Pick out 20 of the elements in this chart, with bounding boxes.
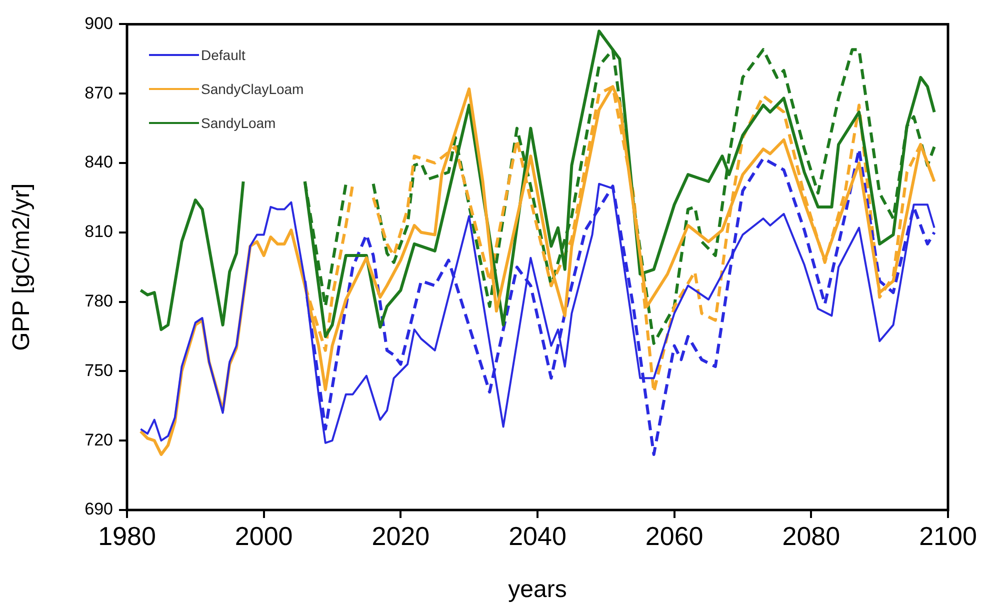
y-tick-label: 840 xyxy=(84,152,113,172)
y-tick-label: 810 xyxy=(84,222,113,242)
legend-label: Default xyxy=(201,47,246,64)
x-tick-label: 2020 xyxy=(372,520,430,551)
y-tick-label: 690 xyxy=(84,500,113,519)
x-tick-label: 2100 xyxy=(919,520,977,551)
x-tick-label: 2040 xyxy=(508,520,566,551)
x-tick-label: 2080 xyxy=(782,520,840,551)
x-tick-label: 1980 xyxy=(98,520,156,551)
y-tick-label: 780 xyxy=(84,291,113,310)
y-axis-title: GPP [gC/m2/yr] xyxy=(8,183,36,351)
x-axis-title: years xyxy=(508,576,567,604)
y-tick-label: 720 xyxy=(84,430,113,450)
legend-label: SandyLoam xyxy=(201,115,276,132)
y-tick-label: 900 xyxy=(84,14,113,33)
x-tick-label: 2060 xyxy=(645,520,704,551)
legend-label: SandyClayLoam xyxy=(201,81,304,98)
y-tick-label: 750 xyxy=(84,360,113,380)
y-tick-label: 870 xyxy=(84,83,113,102)
x-tick-label: 2000 xyxy=(234,520,293,551)
